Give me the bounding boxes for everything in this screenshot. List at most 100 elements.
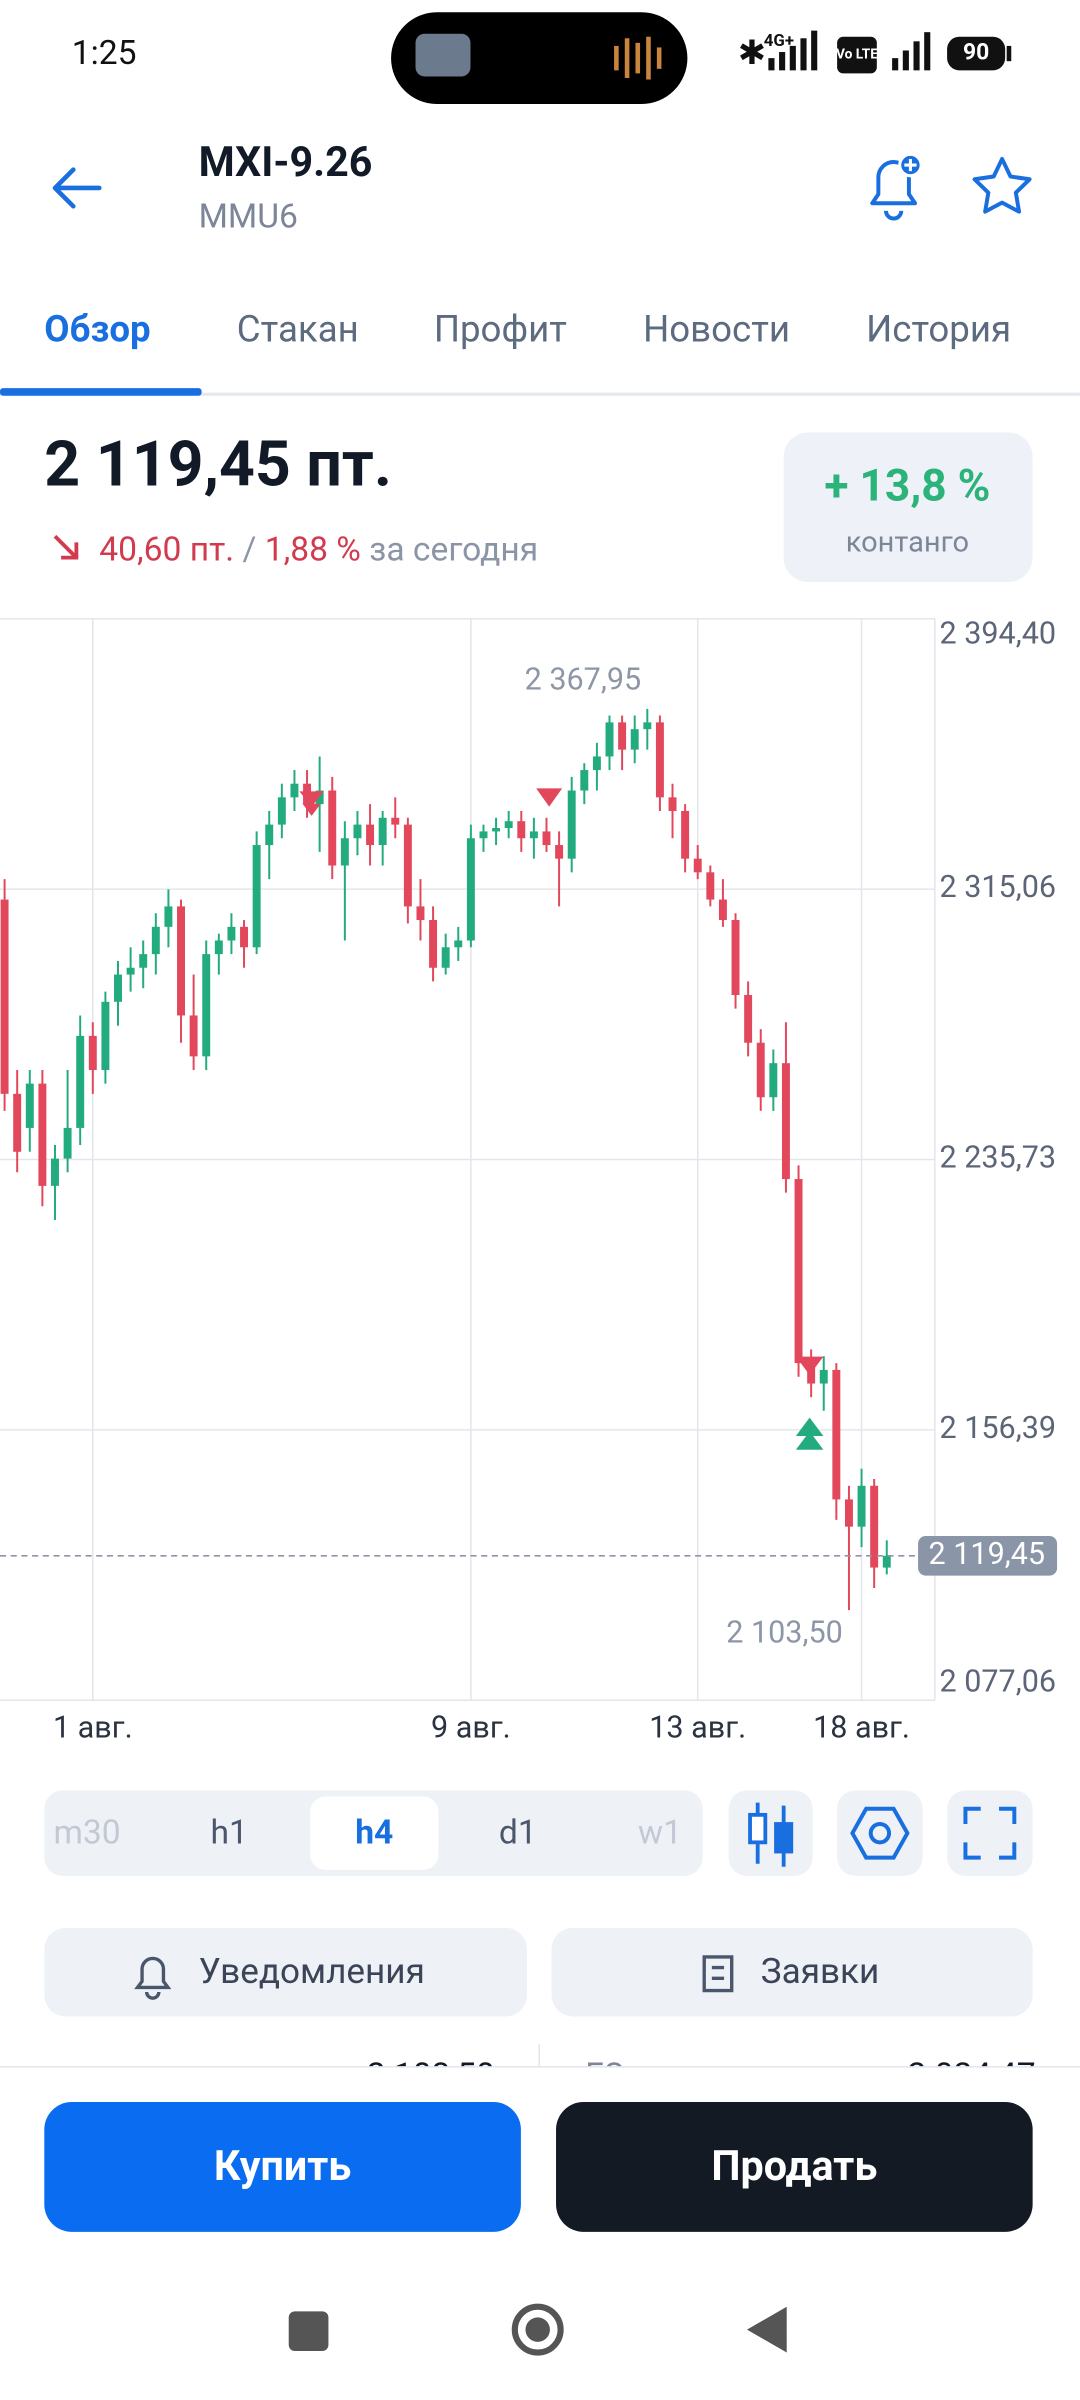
candle-body (353, 824, 362, 839)
sell-button[interactable] (556, 2102, 1033, 2232)
timeframe[interactable]: d1 (499, 1814, 537, 1853)
candle-body (366, 824, 375, 846)
candle-body (555, 845, 564, 859)
media-bars (614, 36, 662, 80)
y-tick-label: 2 077,06 (939, 1665, 1056, 1700)
candle-body (769, 1063, 778, 1098)
y-tick-label: 2 315,06 (939, 870, 1056, 905)
signal-markers (299, 788, 824, 1450)
timeframe[interactable]: h1 (210, 1814, 247, 1853)
volte-text: Vo LTE (836, 47, 878, 63)
y-tick-label: 2 156,39 (939, 1411, 1056, 1446)
candle-body (718, 899, 727, 921)
candle-body (794, 1179, 803, 1364)
candle-body (693, 858, 702, 873)
contango-value: + 13,8 % (824, 460, 990, 512)
tab[interactable]: Обзор (44, 307, 150, 350)
timeframe[interactable]: m30 (53, 1814, 120, 1853)
nav-home[interactable] (511, 2303, 564, 2356)
candle-body (618, 722, 627, 750)
orders-icon (702, 1955, 734, 1993)
buy-button[interactable] (44, 2102, 521, 2232)
candle-body (542, 831, 551, 846)
tab-divider (0, 392, 1080, 396)
candle-body (731, 920, 740, 996)
change-period: за сегодня (369, 530, 538, 569)
candle-body (63, 1127, 72, 1159)
tab[interactable]: Стакан (237, 307, 359, 350)
candle-body (277, 797, 286, 825)
alerts-label: Уведомления (199, 1950, 425, 1992)
candle-body (378, 817, 387, 846)
sell-label: Продать (711, 2143, 877, 2191)
alert-plus (904, 158, 917, 172)
candle-body (114, 974, 122, 1002)
candle-body (126, 967, 135, 975)
fullscreen-button[interactable] (947, 1790, 1033, 1876)
y-tick-label: 2 394,40 (939, 617, 1056, 652)
candle-body (101, 1001, 110, 1070)
indicators-button[interactable] (837, 1790, 923, 1876)
tab[interactable]: Профит (434, 307, 567, 350)
instrument-ticker: MMU6 (199, 197, 298, 236)
timeframe[interactable]: w1 (638, 1814, 682, 1853)
orders-label: Заявки (761, 1950, 880, 1992)
tab-indicator (0, 388, 202, 396)
battery (947, 36, 1006, 71)
candle-body (807, 1363, 816, 1384)
candle-body (38, 1083, 47, 1186)
alert-button[interactable] (870, 152, 923, 221)
tab[interactable]: Новости (643, 307, 790, 350)
timeframe[interactable]: h4 (355, 1814, 393, 1853)
timeframes: m30 h1 h4 d1 w1 (53, 1814, 682, 1853)
candle-body (655, 722, 664, 798)
chart-type-button[interactable] (728, 1790, 813, 1876)
buy-label: Купить (214, 2143, 351, 2191)
candle-body (240, 926, 249, 948)
orders-button[interactable] (551, 1927, 1033, 2017)
candle-body (529, 831, 538, 839)
candle-body (681, 810, 690, 859)
change-points: 40,60 пт. (99, 530, 234, 569)
status-time: 1:25 (72, 34, 137, 73)
nav-home-dot (525, 2317, 550, 2342)
tab[interactable]: История (866, 307, 1011, 350)
candle-body (13, 1093, 22, 1152)
candle-body (429, 920, 438, 968)
last-price-label: 2 119,45 (929, 1537, 1046, 1572)
candle-body (25, 1083, 34, 1128)
candle-body (328, 790, 337, 866)
alerts-button[interactable] (44, 1927, 528, 2017)
favorite-button[interactable] (972, 156, 1032, 214)
candle-body (706, 872, 715, 900)
candle-body (479, 831, 488, 839)
x-tick-label: 13 авг. (649, 1710, 746, 1745)
candle-body (88, 1035, 97, 1070)
bell-icon (134, 1956, 172, 2000)
nav-back[interactable] (746, 2306, 787, 2353)
candle-body (870, 1485, 879, 1568)
change-line: 40,60 пт. / 1,88 % за сегодня (99, 530, 538, 569)
candle-body (605, 722, 614, 757)
extreme-label: 2 367,95 (525, 662, 642, 697)
candle-body (819, 1369, 828, 1384)
candlestick-chart: 1 авг. 9 авг. 13 авг. 18 авг. 2 394,40 2 315,… (0, 617, 1058, 1745)
change-separator: / (243, 530, 257, 569)
candle-body (416, 906, 425, 921)
nav-recents[interactable] (288, 2311, 329, 2352)
sell-signal (795, 1356, 824, 1375)
candle-body (202, 954, 211, 1057)
candle-body (832, 1369, 841, 1500)
contango-label: контанго (846, 526, 969, 560)
media-thumb (415, 33, 471, 77)
candle-body (189, 1015, 198, 1057)
last-price: 2 119,45 пт. (44, 429, 392, 502)
candle-body (781, 1063, 790, 1180)
candle-body (492, 828, 501, 832)
battery-level: 90 (963, 39, 989, 66)
candle-body (454, 940, 463, 948)
signal-1 (768, 30, 818, 71)
back-button[interactable] (52, 167, 102, 209)
